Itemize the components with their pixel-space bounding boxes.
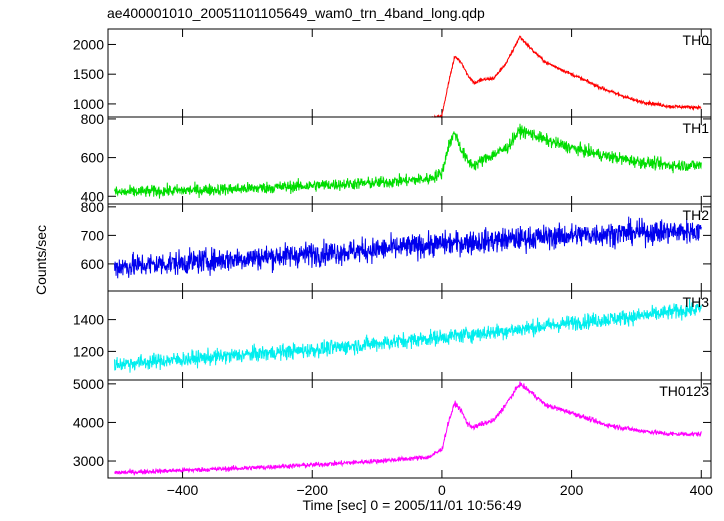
y-tick-label-th2: 800 (81, 199, 105, 215)
panel-label-th2: TH2 (683, 207, 710, 223)
panel-label-th0: TH0 (683, 32, 710, 48)
y-tick-label-th1: 400 (81, 188, 105, 204)
series-line-th0 (114, 35, 702, 119)
x-tick-label: 0 (438, 482, 446, 498)
panel-label-th3: TH3 (683, 294, 710, 310)
y-tick-label-th3: 1200 (73, 343, 104, 359)
y-tick-label-th0: 2000 (73, 36, 104, 52)
x-tick-label: −200 (296, 482, 328, 498)
y-tick-label-th2: 600 (81, 256, 105, 272)
y-tick-label-th0: 1000 (73, 96, 104, 112)
chart-title: ae400001010_20051101105649_wam0_trn_4ban… (107, 5, 485, 21)
panel-frame-th0 (107, 28, 712, 118)
y-tick-label-th1: 800 (81, 111, 105, 127)
series-line-th3 (114, 298, 702, 373)
panel-frame-th3 (107, 290, 712, 381)
y-tick-label-th3: 1400 (73, 312, 104, 328)
series-line-th2 (114, 216, 702, 279)
y-tick-label-th0123: 3000 (73, 453, 104, 469)
y-tick-label-th0123: 5000 (73, 376, 104, 392)
series-line-th0123 (114, 381, 702, 476)
y-tick-label-th0123: 4000 (73, 414, 104, 430)
panel-label-th0123: TH0123 (659, 383, 709, 399)
panel-frame-th0123 (107, 379, 712, 479)
x-tick-label: 200 (560, 482, 584, 498)
y-tick-label-th0: 1500 (73, 66, 104, 82)
x-tick-label: −400 (167, 482, 199, 498)
x-tick-label: 400 (690, 482, 714, 498)
y-tick-label-th2: 700 (81, 227, 105, 243)
series-line-th1 (114, 123, 702, 199)
x-axis-title: Time [sec] 0 = 2005/11/01 10:56:49 (302, 497, 521, 513)
panel-label-th1: TH1 (683, 120, 710, 136)
y-axis-title: Counts/sec (33, 225, 49, 295)
y-tick-label-th1: 600 (81, 150, 105, 166)
